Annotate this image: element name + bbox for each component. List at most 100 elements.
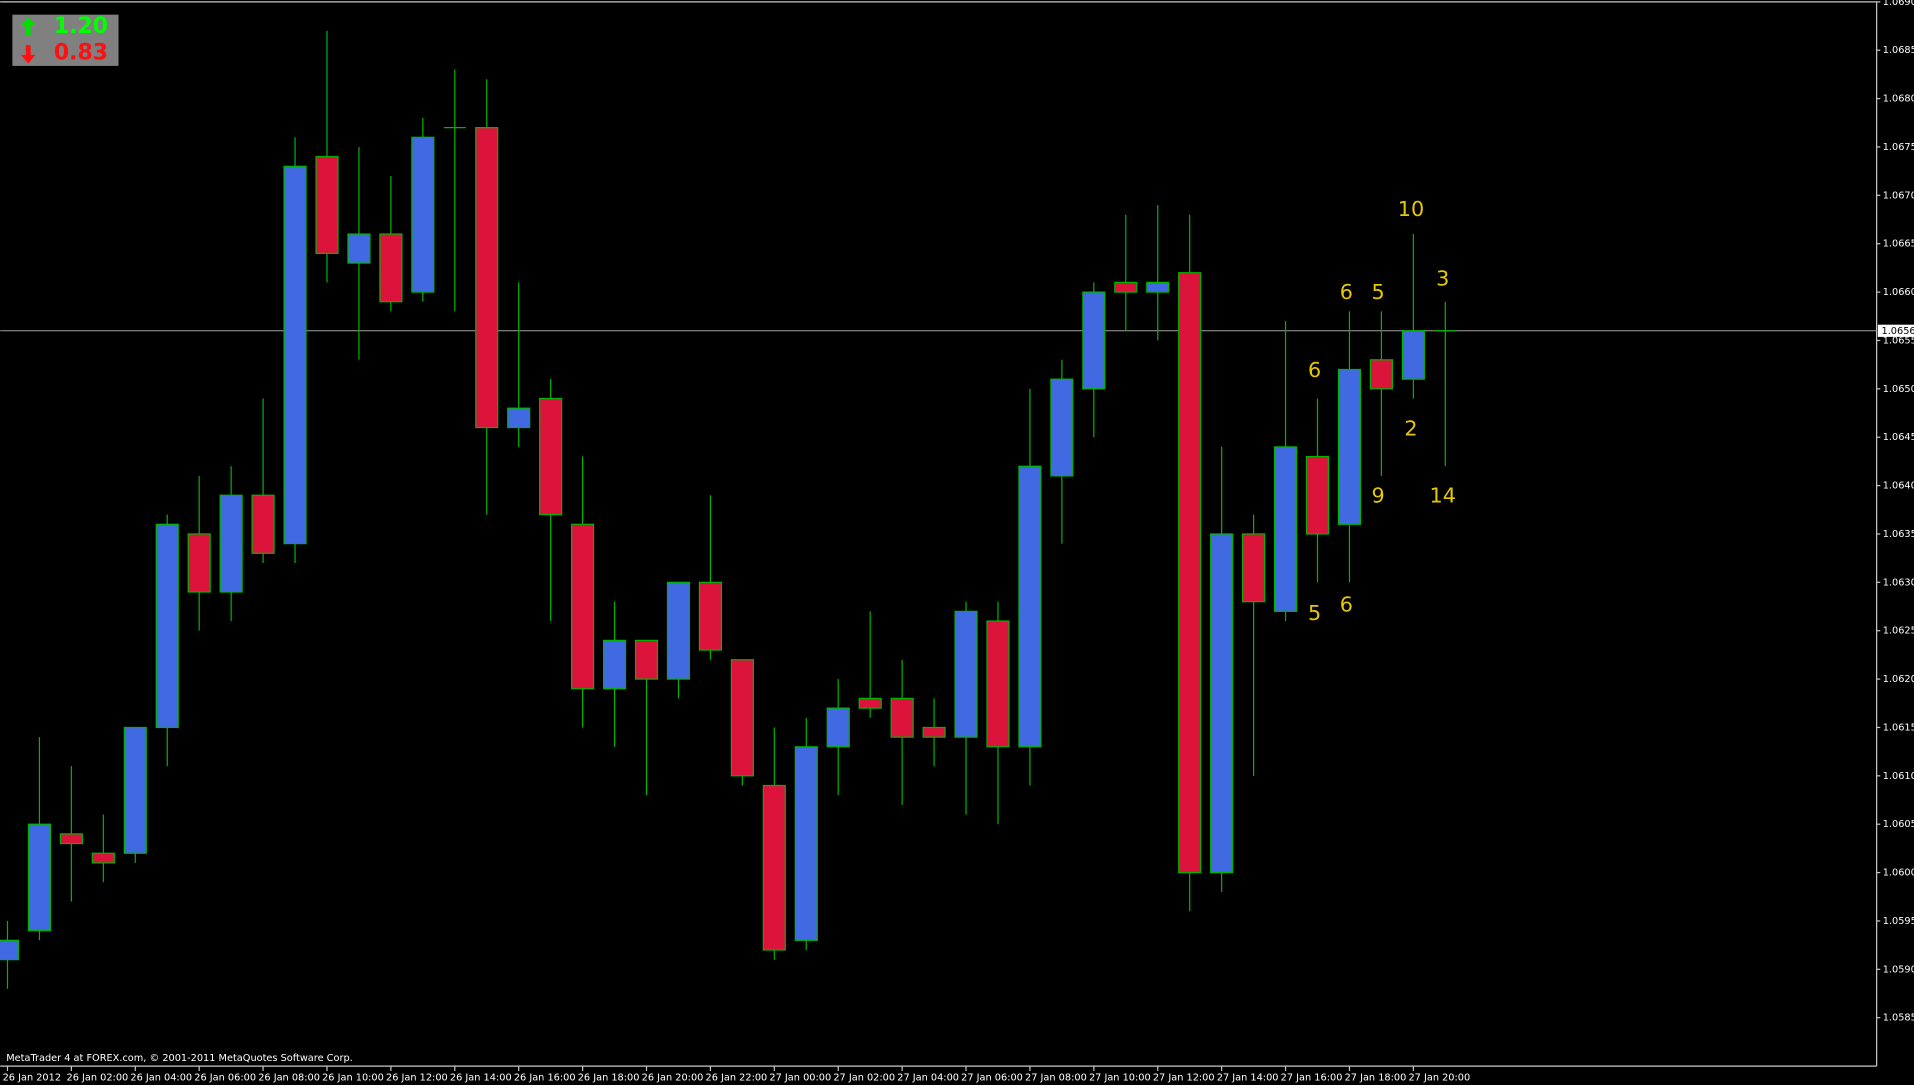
y-tick-label: 1.0640 <box>1883 481 1914 492</box>
x-tick-label: 26 Jan 12:00 <box>386 1073 448 1084</box>
y-tick-label: 1.0635 <box>1883 529 1914 540</box>
y-tick-label: 1.0610 <box>1883 771 1914 782</box>
candle-body <box>634 639 659 680</box>
x-tick-label: 27 Jan 10:00 <box>1089 1073 1151 1084</box>
x-tick-label: 26 Jan 06:00 <box>194 1073 256 1084</box>
candle-body <box>602 639 627 690</box>
x-tick-label: 26 Jan 2012 <box>3 1073 61 1084</box>
annotation: 5 <box>1308 601 1321 625</box>
x-tick-label: 27 Jan 08:00 <box>1025 1073 1087 1084</box>
y-tick-label: 1.0665 <box>1883 239 1914 250</box>
candle-body <box>1146 281 1170 293</box>
annotation: 2 <box>1404 417 1417 441</box>
x-tick-label: 26 Jan 04:00 <box>130 1073 192 1084</box>
x-tick-label: 27 Jan 18:00 <box>1345 1073 1407 1084</box>
candle-body <box>666 581 691 680</box>
candle-body <box>379 233 403 303</box>
candle-body <box>251 494 275 554</box>
candle-body <box>1018 465 1042 748</box>
y-tick-label: 1.0595 <box>1883 916 1914 927</box>
candle-body <box>315 156 339 254</box>
x-tick-label: 26 Jan 16:00 <box>514 1073 576 1084</box>
candle-body <box>187 533 211 593</box>
annotation: 5 <box>1371 280 1384 304</box>
x-tick-label: 27 Jan 16:00 <box>1281 1073 1343 1084</box>
candle-body <box>1050 378 1074 477</box>
candle-body <box>1337 368 1362 525</box>
candle-body <box>0 939 20 961</box>
x-tick-label: 27 Jan 00:00 <box>769 1073 831 1084</box>
x-tick-label: 27 Jan 06:00 <box>961 1073 1023 1084</box>
y-tick-label: 1.0675 <box>1883 142 1914 153</box>
footer: MetaTrader 4 at FOREX.com, © 2001-2011 M… <box>6 1053 353 1064</box>
y-tick-label: 1.0655 <box>1883 335 1914 346</box>
y-tick-label: 1.0615 <box>1883 722 1914 733</box>
candle-body <box>954 610 978 738</box>
indicator-box: 1.20 0.83 <box>12 14 119 66</box>
x-tick-label: 27 Jan 14:00 <box>1217 1073 1279 1084</box>
candle-body <box>1082 291 1106 390</box>
y-tick-label: 1.0650 <box>1883 384 1914 395</box>
candle-body <box>890 697 914 738</box>
y-tick-label: 1.0600 <box>1883 868 1914 879</box>
candle-body <box>91 852 115 864</box>
candle-body <box>347 233 371 264</box>
candle-body <box>283 165 307 545</box>
annotation: 14 <box>1430 484 1456 508</box>
current-price-label: 1.0656 <box>1882 326 1914 337</box>
x-tick-label: 26 Jan 20:00 <box>642 1073 704 1084</box>
candle-body <box>507 407 531 429</box>
candle-body <box>1273 446 1298 612</box>
x-tick-label: 26 Jan 08:00 <box>258 1073 320 1084</box>
candle-body <box>59 833 83 845</box>
y-tick-label: 1.0645 <box>1883 432 1914 443</box>
up-arrow <box>20 17 36 36</box>
candle-body <box>922 726 946 738</box>
y-tick-label: 1.0685 <box>1883 45 1914 56</box>
candle-body <box>1242 533 1266 603</box>
current-price-box <box>1877 324 1914 337</box>
candle-body <box>730 659 754 777</box>
candle-body <box>986 620 1010 748</box>
annotation: 6 <box>1340 280 1353 304</box>
y-tick-label: 1.0590 <box>1883 964 1914 975</box>
x-tick-label: 27 Jan 04:00 <box>897 1073 959 1084</box>
x-tick-label: 26 Jan 14:00 <box>450 1073 512 1084</box>
candle-body <box>539 397 563 516</box>
candle-body <box>762 784 786 951</box>
y-tick-label: 1.0620 <box>1883 674 1914 685</box>
x-tick-label: 27 Jan 12:00 <box>1153 1073 1215 1084</box>
x-tick-label: 26 Jan 22:00 <box>706 1073 768 1084</box>
annotation: 6 <box>1308 358 1321 382</box>
candle-body <box>155 523 179 729</box>
candle-body <box>219 494 243 593</box>
y-tick-label: 1.0680 <box>1883 94 1914 105</box>
x-tick-label: 27 Jan 20:00 <box>1408 1073 1470 1084</box>
candle-body <box>1305 455 1330 535</box>
y-tick-label: 1.0630 <box>1883 577 1914 588</box>
annotation: 6 <box>1340 592 1353 616</box>
candle-body <box>475 126 499 429</box>
candle-body <box>698 581 723 651</box>
x-tick-label: 27 Jan 02:00 <box>833 1073 895 1084</box>
annotation: 3 <box>1436 266 1449 290</box>
y-tick-label: 1.0690 <box>1883 0 1914 8</box>
x-tick-label: 26 Jan 18:00 <box>578 1073 640 1084</box>
down-arrow <box>20 45 36 64</box>
candle-body <box>123 726 147 854</box>
candle-body <box>27 823 52 932</box>
y-tick-label: 1.0660 <box>1883 287 1914 298</box>
candle-body <box>1178 272 1202 874</box>
annotation: 9 <box>1371 484 1384 508</box>
indicator-down: 0.83 <box>54 41 108 66</box>
candle-body <box>1401 330 1425 380</box>
candle-body <box>411 136 435 293</box>
candle-body <box>794 746 818 941</box>
candle-body <box>826 707 850 748</box>
candle-body <box>1369 359 1394 390</box>
indicator-up: 1.20 <box>54 14 108 39</box>
x-tick-label: 26 Jan 10:00 <box>322 1073 384 1084</box>
candle-body <box>858 697 882 709</box>
